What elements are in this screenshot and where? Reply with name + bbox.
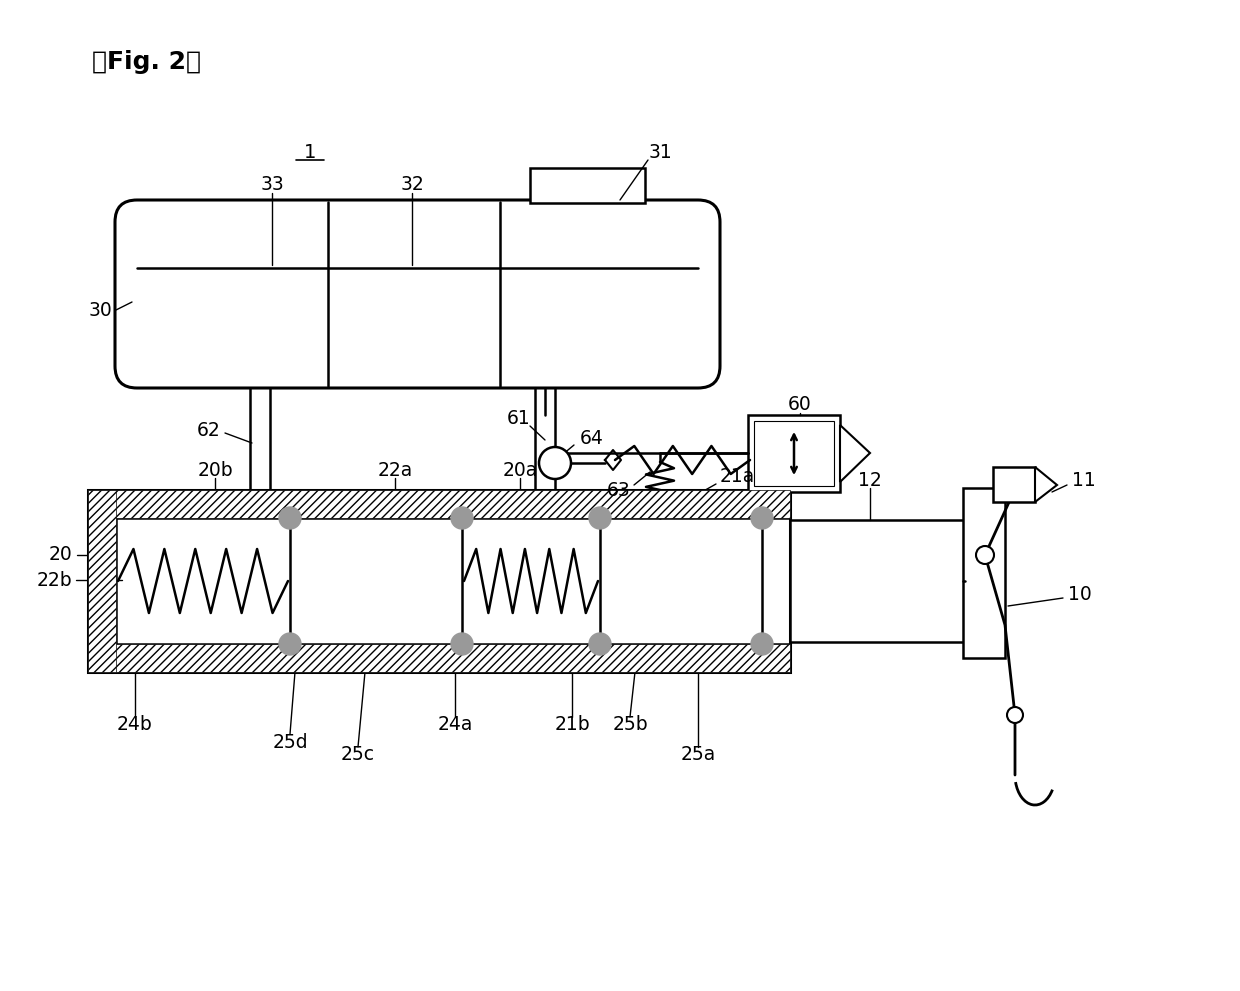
Text: 64: 64 bbox=[580, 428, 604, 448]
Text: 61: 61 bbox=[506, 408, 529, 427]
Text: 63: 63 bbox=[606, 481, 630, 499]
Text: 12: 12 bbox=[858, 471, 882, 490]
Text: 25c: 25c bbox=[341, 745, 374, 764]
Bar bbox=[88, 490, 790, 672]
Text: 【Fig. 2】: 【Fig. 2】 bbox=[92, 50, 201, 74]
Text: 33: 33 bbox=[260, 175, 284, 194]
Circle shape bbox=[451, 633, 472, 655]
Text: 25d: 25d bbox=[273, 732, 308, 751]
Bar bbox=[88, 644, 790, 672]
Polygon shape bbox=[1035, 467, 1056, 502]
Text: 20a: 20a bbox=[502, 461, 538, 480]
Bar bbox=[993, 467, 1035, 502]
Text: 20b: 20b bbox=[197, 461, 233, 480]
Text: 21a: 21a bbox=[720, 468, 755, 487]
Circle shape bbox=[751, 507, 773, 529]
Bar bbox=[88, 490, 117, 672]
Text: 22a: 22a bbox=[377, 461, 413, 480]
Polygon shape bbox=[839, 425, 870, 482]
Text: 22b: 22b bbox=[36, 571, 72, 590]
Bar bbox=[529, 168, 645, 203]
Bar bbox=[748, 415, 839, 492]
Bar bbox=[963, 488, 1004, 658]
Text: 11: 11 bbox=[1073, 471, 1096, 490]
Text: 62: 62 bbox=[196, 420, 219, 439]
Bar bbox=[754, 421, 835, 486]
Text: 20: 20 bbox=[48, 545, 72, 565]
Circle shape bbox=[751, 633, 773, 655]
Circle shape bbox=[589, 507, 611, 529]
Bar bbox=[290, 518, 463, 644]
Text: 30: 30 bbox=[88, 300, 112, 319]
Text: 24a: 24a bbox=[438, 716, 472, 734]
Bar bbox=[600, 518, 763, 644]
Bar bbox=[790, 520, 965, 642]
Bar bbox=[88, 490, 790, 518]
Circle shape bbox=[589, 633, 611, 655]
Text: 24b: 24b bbox=[117, 716, 153, 734]
FancyBboxPatch shape bbox=[115, 200, 720, 388]
Text: 32: 32 bbox=[401, 175, 424, 194]
Text: 10: 10 bbox=[1068, 586, 1091, 605]
Circle shape bbox=[279, 507, 301, 529]
Text: 21b: 21b bbox=[554, 716, 590, 734]
Text: 25a: 25a bbox=[681, 745, 715, 764]
Circle shape bbox=[976, 546, 994, 564]
Circle shape bbox=[1007, 707, 1023, 723]
Circle shape bbox=[539, 447, 570, 479]
Circle shape bbox=[279, 633, 301, 655]
Circle shape bbox=[451, 507, 472, 529]
Text: 25b: 25b bbox=[613, 716, 647, 734]
Text: 31: 31 bbox=[649, 143, 672, 162]
Text: 60: 60 bbox=[789, 395, 812, 414]
Text: 1: 1 bbox=[304, 144, 316, 163]
